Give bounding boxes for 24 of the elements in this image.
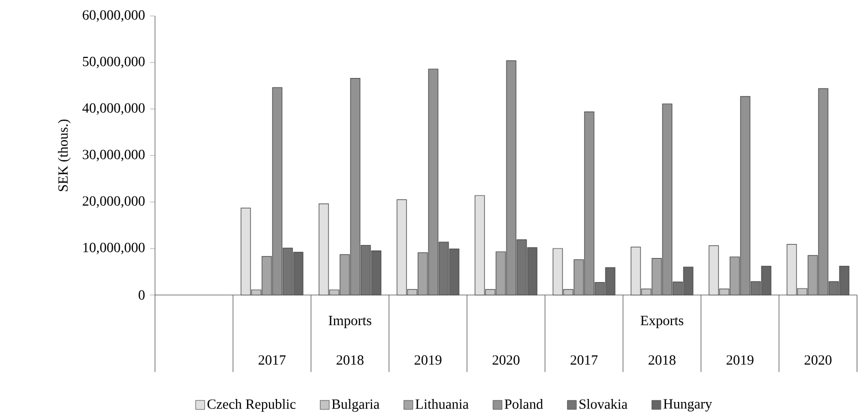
text: Exports <box>640 316 684 328</box>
legend-label: Bulgaria <box>332 399 380 412</box>
legend-label: Hungary <box>664 399 712 412</box>
x-tick-label: 2018 <box>648 355 676 365</box>
y-tick-label: 50,000,000 <box>82 56 145 68</box>
y-tick-label: 20,000,000 <box>82 196 145 208</box>
x-tick-label: 2020 <box>804 355 832 365</box>
y-tick-label: 30,000,000 <box>82 150 145 162</box>
x-tick-label: 2020 <box>492 355 520 365</box>
legend-label: Poland <box>504 399 543 409</box>
x-tick-label: 2019 <box>414 355 442 365</box>
legend-label: Czech Republic <box>208 399 296 412</box>
x-tick-label: 2019 <box>726 355 754 365</box>
x-tick-label: 2017 <box>570 355 598 365</box>
y-tick-label: 60,000,000 <box>82 10 145 22</box>
legend-label: Lithuania <box>416 399 469 409</box>
y-tick-label: 10,000,000 <box>83 242 145 254</box>
text: Imports <box>328 316 372 328</box>
y-axis-title: SEK (thous.) <box>58 120 71 192</box>
y-tick-label: 40,000,000 <box>82 103 145 115</box>
x-tick-label: 2017 <box>258 355 286 365</box>
legend-label: Slovakia <box>580 399 628 409</box>
x-tick-label: 2018 <box>336 355 364 365</box>
y-tick-label: 0 <box>138 290 145 300</box>
